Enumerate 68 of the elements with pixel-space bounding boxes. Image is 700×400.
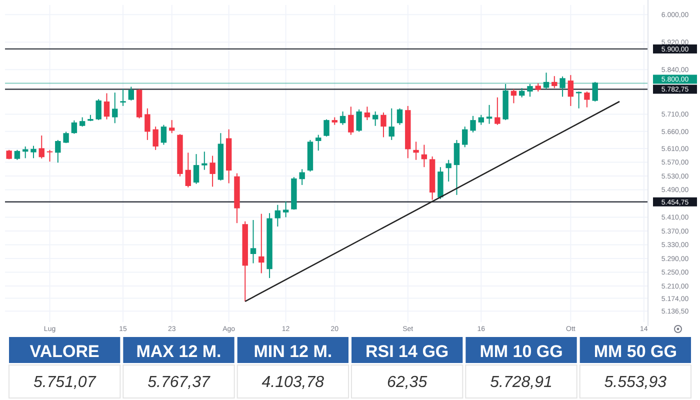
candlestick xyxy=(552,76,558,89)
candlestick xyxy=(518,88,525,98)
candlestick xyxy=(584,91,590,108)
candlestick xyxy=(30,145,36,159)
category-label: MIN 12 M. xyxy=(254,342,332,361)
candlestick xyxy=(478,114,484,126)
candlestick xyxy=(454,139,460,196)
candlestick xyxy=(576,91,582,109)
candlestick xyxy=(193,154,200,184)
text: 5.553,93 xyxy=(604,374,667,391)
candlestick xyxy=(527,83,533,98)
candlestick xyxy=(152,126,158,150)
candlestick xyxy=(128,86,134,101)
category-label: MM 10 GG xyxy=(480,342,563,361)
candlestick xyxy=(258,213,264,274)
candlestick xyxy=(112,92,118,124)
candlestick xyxy=(160,124,167,146)
text: 62,35 xyxy=(387,374,428,391)
candlestick xyxy=(348,106,354,136)
text: 5.728,91 xyxy=(490,374,552,391)
candlestick xyxy=(324,118,330,138)
candlestick xyxy=(104,92,110,120)
candlestick xyxy=(185,152,191,188)
candlestick xyxy=(494,96,500,126)
text: 5.751,07 xyxy=(33,374,96,391)
candlestick xyxy=(372,110,378,126)
candlestick xyxy=(470,115,476,133)
candlestick xyxy=(316,134,322,152)
candlestick xyxy=(568,74,574,106)
candlestick xyxy=(120,88,126,106)
candlestick xyxy=(380,112,386,138)
candlestick xyxy=(421,144,428,168)
candlestick xyxy=(274,204,281,228)
text: 5.767,37 xyxy=(148,374,210,391)
category-label: RSI 14 GG xyxy=(366,342,449,361)
candlestick xyxy=(282,200,289,218)
candlestick xyxy=(356,108,362,132)
candlestick xyxy=(22,146,28,159)
candlestick xyxy=(462,126,468,148)
candlestick xyxy=(55,139,61,164)
candlestick xyxy=(340,110,346,126)
candlestick xyxy=(543,72,550,90)
candlestick xyxy=(592,81,598,102)
category-label: MM 50 GG xyxy=(594,342,677,361)
candlestick xyxy=(38,135,44,160)
text: 4.103,78 xyxy=(262,374,324,391)
category-label: MAX 12 M. xyxy=(136,342,222,361)
candlestick xyxy=(79,116,86,128)
candlestick xyxy=(364,106,370,121)
candlestick xyxy=(413,141,419,160)
candlestick xyxy=(210,155,216,188)
candlestick xyxy=(71,120,78,134)
candlestick xyxy=(202,151,208,170)
candlestick xyxy=(46,149,53,162)
candlestick xyxy=(14,149,20,160)
candlestick xyxy=(169,120,175,134)
candlestick xyxy=(388,108,394,140)
candlestick xyxy=(446,159,452,182)
candlestick xyxy=(250,219,256,264)
candlestick xyxy=(63,131,69,144)
candlestick xyxy=(396,108,403,126)
candlestick xyxy=(560,76,566,98)
candlestick xyxy=(510,88,517,104)
candlestick xyxy=(299,168,305,186)
candlestick xyxy=(144,108,150,140)
candlestick xyxy=(96,98,102,121)
candlestick xyxy=(486,104,492,124)
category-label: VALORE xyxy=(30,342,100,361)
